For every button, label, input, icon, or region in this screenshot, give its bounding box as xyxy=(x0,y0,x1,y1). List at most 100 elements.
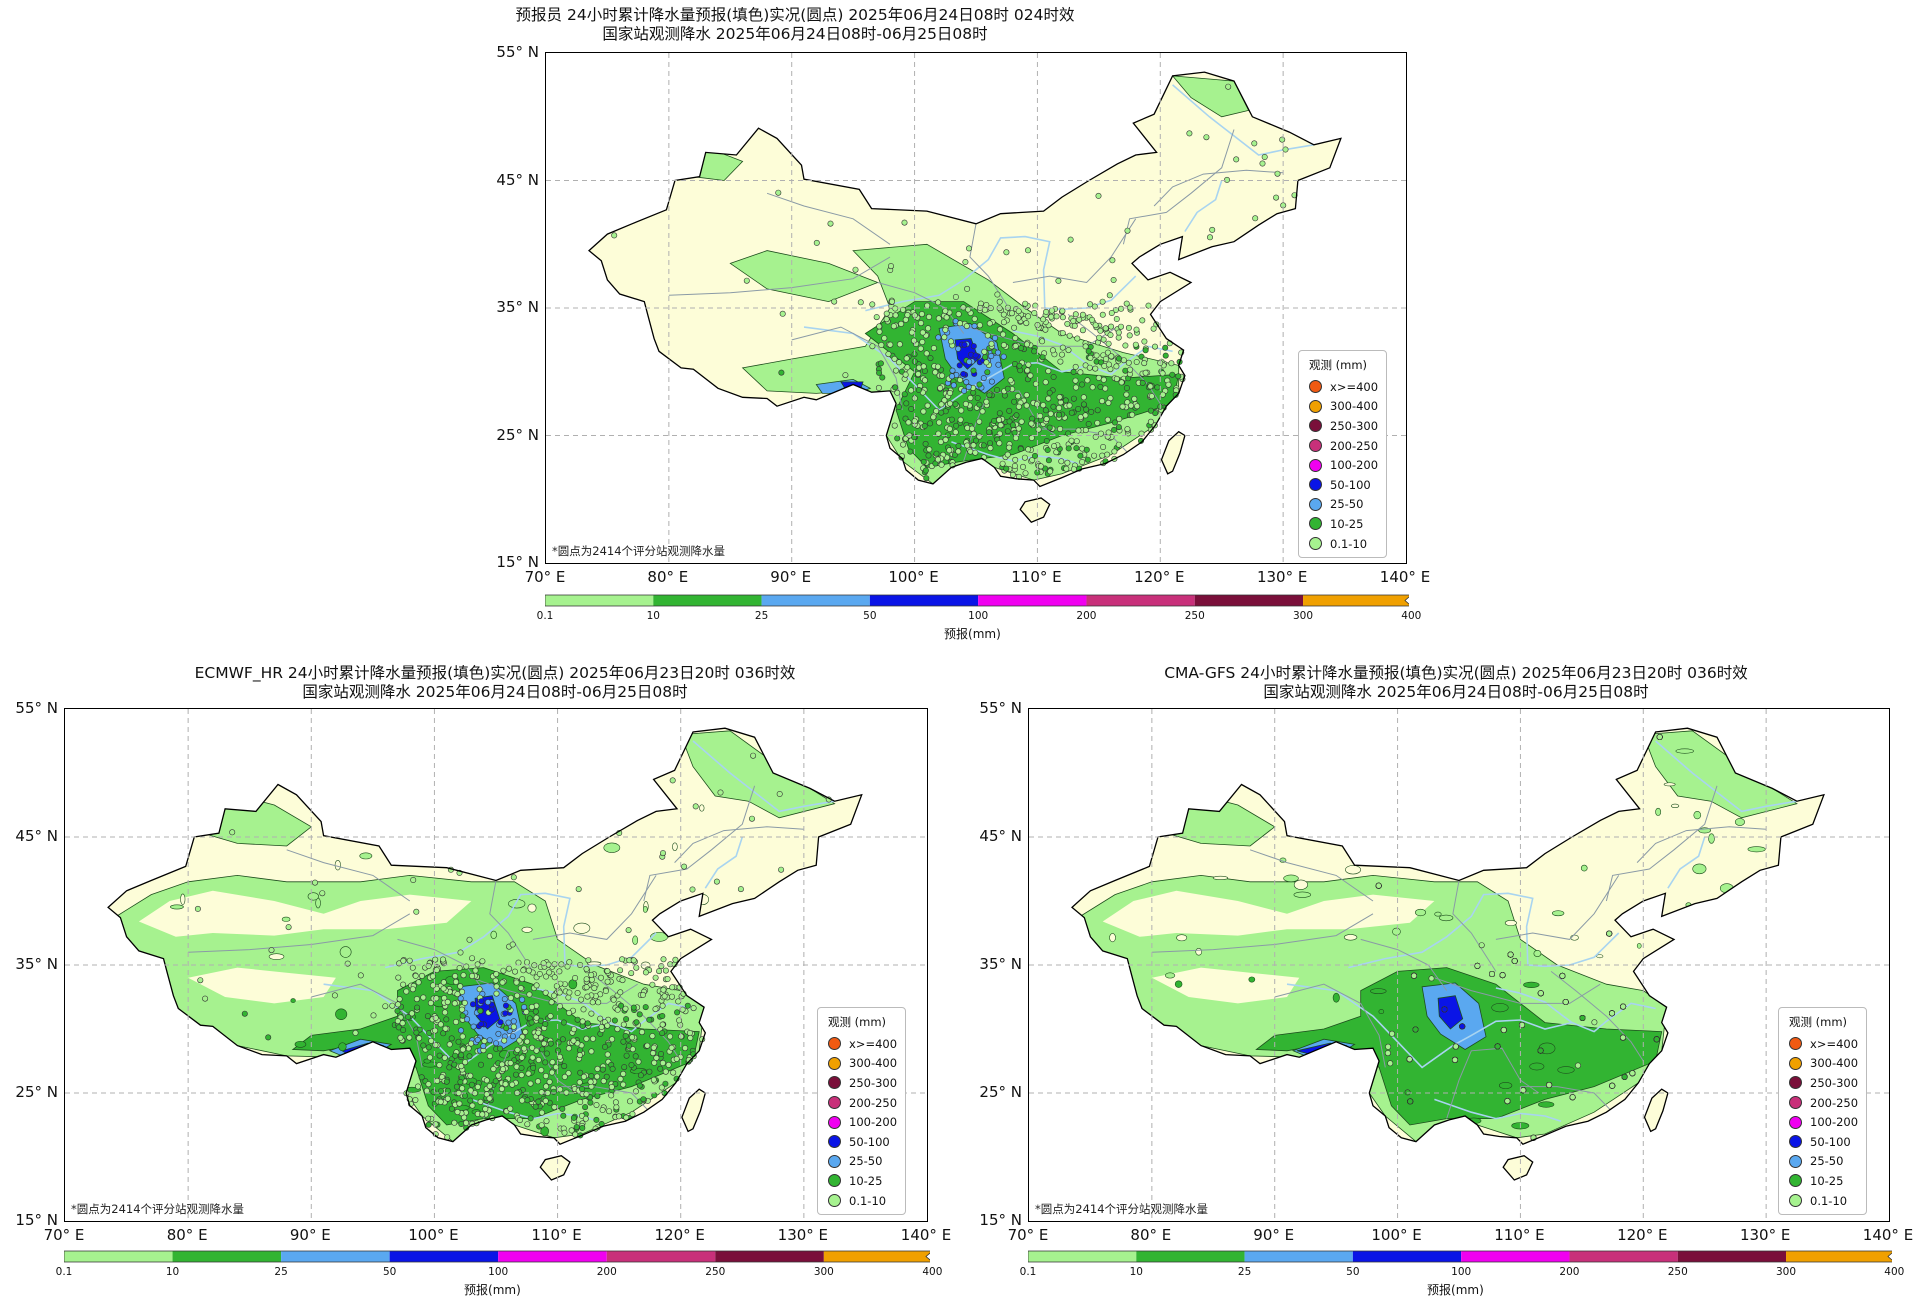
forecast-rain-cell xyxy=(1655,807,1662,816)
station-dot xyxy=(1006,444,1013,451)
legend-item: 0.1-10 xyxy=(828,1191,897,1211)
forecast-rain-cell xyxy=(642,905,648,913)
station-dot xyxy=(565,994,572,1001)
station-dot xyxy=(1124,426,1131,433)
station-dot xyxy=(999,460,1006,467)
legend-item: 10-25 xyxy=(1789,1171,1858,1191)
legend-item: 10-25 xyxy=(1309,514,1378,534)
station-dot xyxy=(357,972,364,979)
station-dot xyxy=(532,1008,539,1015)
station-dot xyxy=(1459,1023,1466,1030)
longitude-tick-label: 80° E xyxy=(1130,1226,1172,1244)
station-dot xyxy=(425,1081,432,1088)
station-dot xyxy=(1075,427,1082,434)
station-dot xyxy=(600,1078,607,1085)
station-dot xyxy=(394,1001,401,1008)
station-dot xyxy=(1065,445,1072,452)
station-dot xyxy=(1122,367,1129,374)
station-dot xyxy=(903,400,910,407)
legend-item: 0.1-10 xyxy=(1309,534,1378,554)
station-dot xyxy=(588,1010,595,1017)
station-dot xyxy=(538,1122,545,1129)
station-dot xyxy=(750,752,757,759)
forecast-rain-cell xyxy=(527,903,537,913)
legend-item: 250-300 xyxy=(1789,1073,1858,1093)
station-dot xyxy=(608,1083,615,1090)
map-frame[interactable]: *圆点为2414个评分站观测降水量 xyxy=(64,708,928,1222)
station-dot xyxy=(622,1005,629,1012)
station-dot xyxy=(448,1105,455,1112)
station-dot xyxy=(523,1008,530,1015)
forecast-rain-cell xyxy=(1343,934,1358,941)
station-dot xyxy=(510,874,517,881)
station-dot xyxy=(1039,354,1046,361)
station-dot xyxy=(910,337,917,344)
station-dot xyxy=(1159,370,1166,377)
station-dot xyxy=(604,978,611,985)
station-dot xyxy=(1097,430,1104,437)
map-frame[interactable]: *圆点为2414个评分站观测降水量 xyxy=(1028,708,1890,1222)
station-dot xyxy=(1119,403,1126,410)
colorbar-segment xyxy=(172,1251,282,1262)
station-dot xyxy=(582,1115,589,1122)
station-dot xyxy=(932,369,939,376)
latitude-tick-label: 55° N xyxy=(15,699,58,717)
station-dot xyxy=(659,1021,666,1028)
station-dot xyxy=(566,989,573,996)
station-dot xyxy=(331,992,338,999)
legend-label: 10-25 xyxy=(849,1173,883,1188)
station-dot xyxy=(589,1035,596,1042)
station-dot xyxy=(1024,247,1031,254)
forecast-rain-cell xyxy=(521,926,533,933)
station-dot xyxy=(674,1009,681,1016)
colorbar: 0.1 10 25 50 100 200 250 300 400 预报(mm) xyxy=(56,1250,942,1300)
station-dot xyxy=(976,381,983,388)
longitude-tick-label: 110° E xyxy=(1494,1226,1545,1244)
station-dot xyxy=(642,969,649,976)
station-dot xyxy=(659,1059,666,1066)
station-dot xyxy=(542,1072,549,1079)
station-dot xyxy=(1057,358,1064,365)
station-dot xyxy=(486,1053,493,1060)
colorbar: 0.1 10 25 50 100 200 250 300 400 预报(mm) xyxy=(537,594,1421,644)
station-dot xyxy=(1015,425,1022,432)
station-dot xyxy=(517,985,524,992)
station-dot xyxy=(1094,407,1101,414)
colorbar-tick-label: 0.1 xyxy=(536,610,554,622)
station-dot xyxy=(413,996,420,1003)
station-dot xyxy=(637,1072,644,1079)
province-border xyxy=(1550,971,1644,1062)
province-border xyxy=(766,192,891,245)
station-dot xyxy=(542,1097,549,1104)
station-dot xyxy=(938,401,945,408)
station-dot xyxy=(598,1023,605,1030)
legend-label: 200-250 xyxy=(1330,438,1379,453)
legend-label: 50-100 xyxy=(1330,477,1371,492)
station-dot xyxy=(902,371,909,378)
station-dot xyxy=(1412,1026,1419,1033)
station-dot xyxy=(583,1035,590,1042)
station-dot xyxy=(588,1072,595,1079)
colorbar-tick-label: 50 xyxy=(382,1266,397,1278)
panel-title: 预报员 24小时累计降水量预报(填色)实况(圆点) 2025年06月24日08时… xyxy=(295,6,1295,44)
colorbar-outline xyxy=(545,594,1409,607)
station-dot xyxy=(512,1071,519,1078)
station-dot xyxy=(888,298,895,305)
station-dot xyxy=(626,1098,633,1105)
province-border xyxy=(1122,129,1235,245)
map-frame[interactable]: *圆点为2414个评分站观测降水量 xyxy=(545,52,1407,564)
station-dot xyxy=(986,440,993,447)
station-dot xyxy=(1006,418,1013,425)
station-dot xyxy=(548,999,555,1006)
station-dot xyxy=(629,1034,636,1041)
station-dot xyxy=(1025,313,1032,320)
forecast-rain-cell xyxy=(672,842,678,852)
station-dot xyxy=(1083,446,1090,453)
province-border xyxy=(791,326,903,411)
station-dot xyxy=(1057,425,1064,432)
station-dot xyxy=(986,320,993,327)
station-dot xyxy=(1122,342,1129,349)
forecast-rain-cell xyxy=(699,804,705,812)
latitude-tick-label: 45° N xyxy=(496,170,539,189)
station-dot xyxy=(1108,323,1115,330)
